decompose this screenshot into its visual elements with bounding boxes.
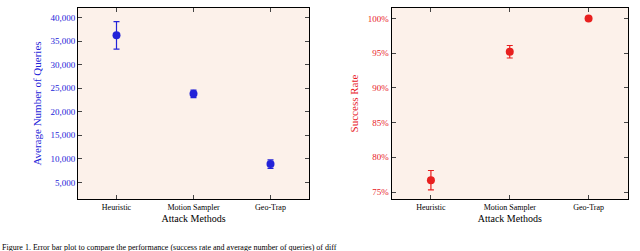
svg-text:90%: 90%	[372, 83, 389, 93]
svg-text:75%: 75%	[372, 187, 389, 197]
svg-text:Figure 1. Error bar plot to co: Figure 1. Error bar plot to compare the …	[2, 243, 337, 251]
svg-text:95%: 95%	[372, 48, 389, 58]
svg-text:Heuristic: Heuristic	[416, 203, 446, 212]
svg-text:Average Number of Queries: Average Number of Queries	[31, 41, 43, 165]
svg-text:30,000: 30,000	[50, 60, 75, 70]
svg-text:35,000: 35,000	[50, 36, 75, 46]
svg-text:40,000: 40,000	[50, 13, 75, 23]
svg-text:Motion Sampler: Motion Sampler	[167, 203, 220, 212]
svg-text:5,000: 5,000	[55, 178, 76, 188]
svg-text:Heuristic: Heuristic	[102, 203, 132, 212]
svg-text:25,000: 25,000	[50, 83, 75, 93]
svg-text:10,000: 10,000	[50, 154, 75, 164]
svg-text:Geo-Trap: Geo-Trap	[573, 203, 604, 212]
svg-text:15,000: 15,000	[50, 130, 75, 140]
svg-text:Success Rate: Success Rate	[348, 75, 360, 133]
svg-text:20,000: 20,000	[50, 107, 75, 117]
svg-text:100%: 100%	[368, 14, 390, 24]
svg-text:Geo-Trap: Geo-Trap	[255, 203, 286, 212]
svg-text:Motion Sampler: Motion Sampler	[484, 203, 537, 212]
svg-text:Attack Methods: Attack Methods	[161, 213, 225, 224]
svg-text:80%: 80%	[372, 152, 389, 162]
svg-text:85%: 85%	[372, 118, 389, 128]
svg-text:Attack Methods: Attack Methods	[478, 213, 542, 224]
